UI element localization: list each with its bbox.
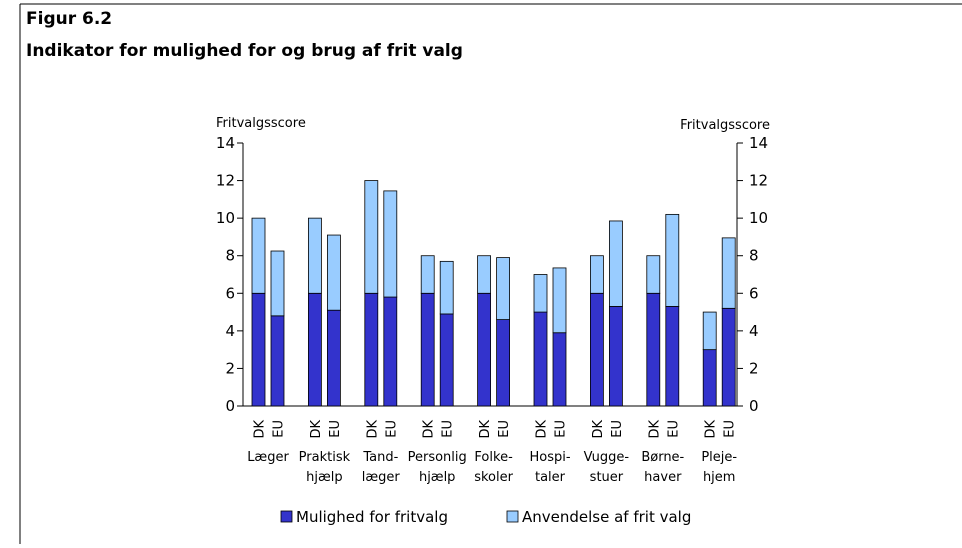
bar-label: DK (478, 420, 493, 439)
y-tick-label: 10 (216, 209, 235, 227)
y2-tick-label: 0 (749, 397, 759, 415)
legend-label: Mulighed for fritvalg (296, 508, 448, 526)
bar-label: EU (384, 420, 399, 438)
x-tick-label: Praktisk (299, 450, 351, 465)
y-tick-label: 8 (225, 247, 235, 265)
y-tick-label: 14 (216, 134, 235, 152)
legend-label: Anvendelse af frit valg (522, 508, 691, 526)
x-tick-label: taler (535, 470, 566, 485)
bar-label: DK (535, 420, 550, 439)
y2-tick-label: 4 (749, 322, 759, 340)
x-tick-label: Læger (247, 450, 289, 465)
x-tick-label: Børne- (641, 450, 684, 465)
bar-label: EU (328, 420, 343, 438)
bar-label: EU (441, 420, 456, 438)
bar-segment (609, 306, 623, 407)
figure-number: Figur 6.2 (26, 9, 112, 29)
y2-tick-label: 2 (749, 359, 759, 377)
bar-segment (665, 213, 680, 307)
bar-label: EU (497, 420, 512, 438)
bar-segment (270, 250, 285, 317)
bar-segment (609, 220, 623, 307)
bar-segment (721, 237, 736, 309)
y-tick-label: 12 (216, 172, 235, 190)
bar-segment (646, 292, 661, 407)
bar-segment (590, 292, 604, 407)
y-tick-label: 4 (225, 322, 235, 340)
x-tick-label: stuer (590, 470, 624, 485)
bar-segment (364, 180, 379, 294)
bar-segment (646, 255, 661, 294)
bar-segment (326, 234, 341, 311)
bar-label: DK (309, 420, 324, 439)
bar-label: EU (610, 420, 625, 438)
legend-swatch (506, 510, 519, 523)
x-tick-label: Tand- (362, 450, 398, 465)
bar-segment (477, 255, 492, 294)
bar-label: DK (704, 420, 719, 439)
bar-segment (251, 292, 266, 407)
bar-segment (552, 267, 567, 334)
bar-label: EU (723, 420, 738, 438)
y2-tick-label: 6 (749, 284, 759, 302)
bar-segment (533, 311, 548, 407)
bar-segment (251, 217, 266, 294)
bar-segment (270, 315, 285, 407)
legend-swatch (280, 510, 293, 523)
y2-tick-label: 14 (749, 134, 768, 152)
bar-segment (496, 257, 511, 320)
x-tick-label: haver (644, 470, 682, 485)
bar-segment (552, 332, 567, 407)
y2-tick-label: 8 (749, 247, 759, 265)
bar-label: DK (365, 420, 380, 439)
bar-segment (702, 349, 717, 407)
bar-label: EU (666, 420, 681, 438)
bar-segment (439, 260, 454, 315)
bar-segment (307, 217, 322, 294)
bar-segment (420, 292, 435, 407)
y2-axis-label: Fritvalgsscore (680, 118, 770, 133)
bar-segment (326, 309, 341, 407)
bar-segment (590, 255, 604, 294)
bar-segment (383, 190, 398, 298)
bar-segment (420, 255, 435, 294)
bar-label: DK (253, 420, 268, 439)
x-tick-label: Hospi- (529, 450, 570, 465)
bar-label: EU (554, 420, 569, 438)
x-tick-label: Vugge- (584, 450, 630, 465)
y2-tick-label: 10 (749, 209, 768, 227)
bar-label: DK (422, 420, 437, 439)
bar-segment (533, 274, 548, 313)
bar-segment (496, 319, 511, 407)
x-tick-label: hjem (703, 470, 736, 485)
bar-segment (364, 292, 379, 407)
bar-segment (665, 306, 680, 407)
x-tick-label: Folke- (474, 450, 513, 465)
y-tick-label: 0 (225, 397, 235, 415)
y2-tick-label: 12 (749, 172, 768, 190)
bar-segment (439, 313, 454, 407)
x-tick-label: skoler (474, 470, 513, 485)
bar-label: DK (591, 420, 606, 439)
bar-label: EU (272, 420, 287, 438)
y-tick-label: 6 (225, 284, 235, 302)
bar-segment (307, 292, 322, 407)
x-tick-label: Pleje- (701, 450, 737, 465)
bar-segment (702, 311, 717, 351)
bar-segment (477, 292, 492, 407)
bar-label: DK (647, 420, 662, 439)
x-tick-label: hjælp (419, 470, 455, 485)
bar-segment (383, 296, 398, 407)
bar-segment (721, 307, 736, 407)
y-axis-label: Fritvalgsscore (216, 116, 306, 131)
x-tick-label: læger (362, 470, 401, 485)
x-tick-label: Personlig (408, 450, 467, 465)
figure-title: Indikator for mulighed for og brug af fr… (26, 41, 463, 61)
y-tick-label: 2 (225, 359, 235, 377)
x-tick-label: hjælp (306, 470, 342, 485)
